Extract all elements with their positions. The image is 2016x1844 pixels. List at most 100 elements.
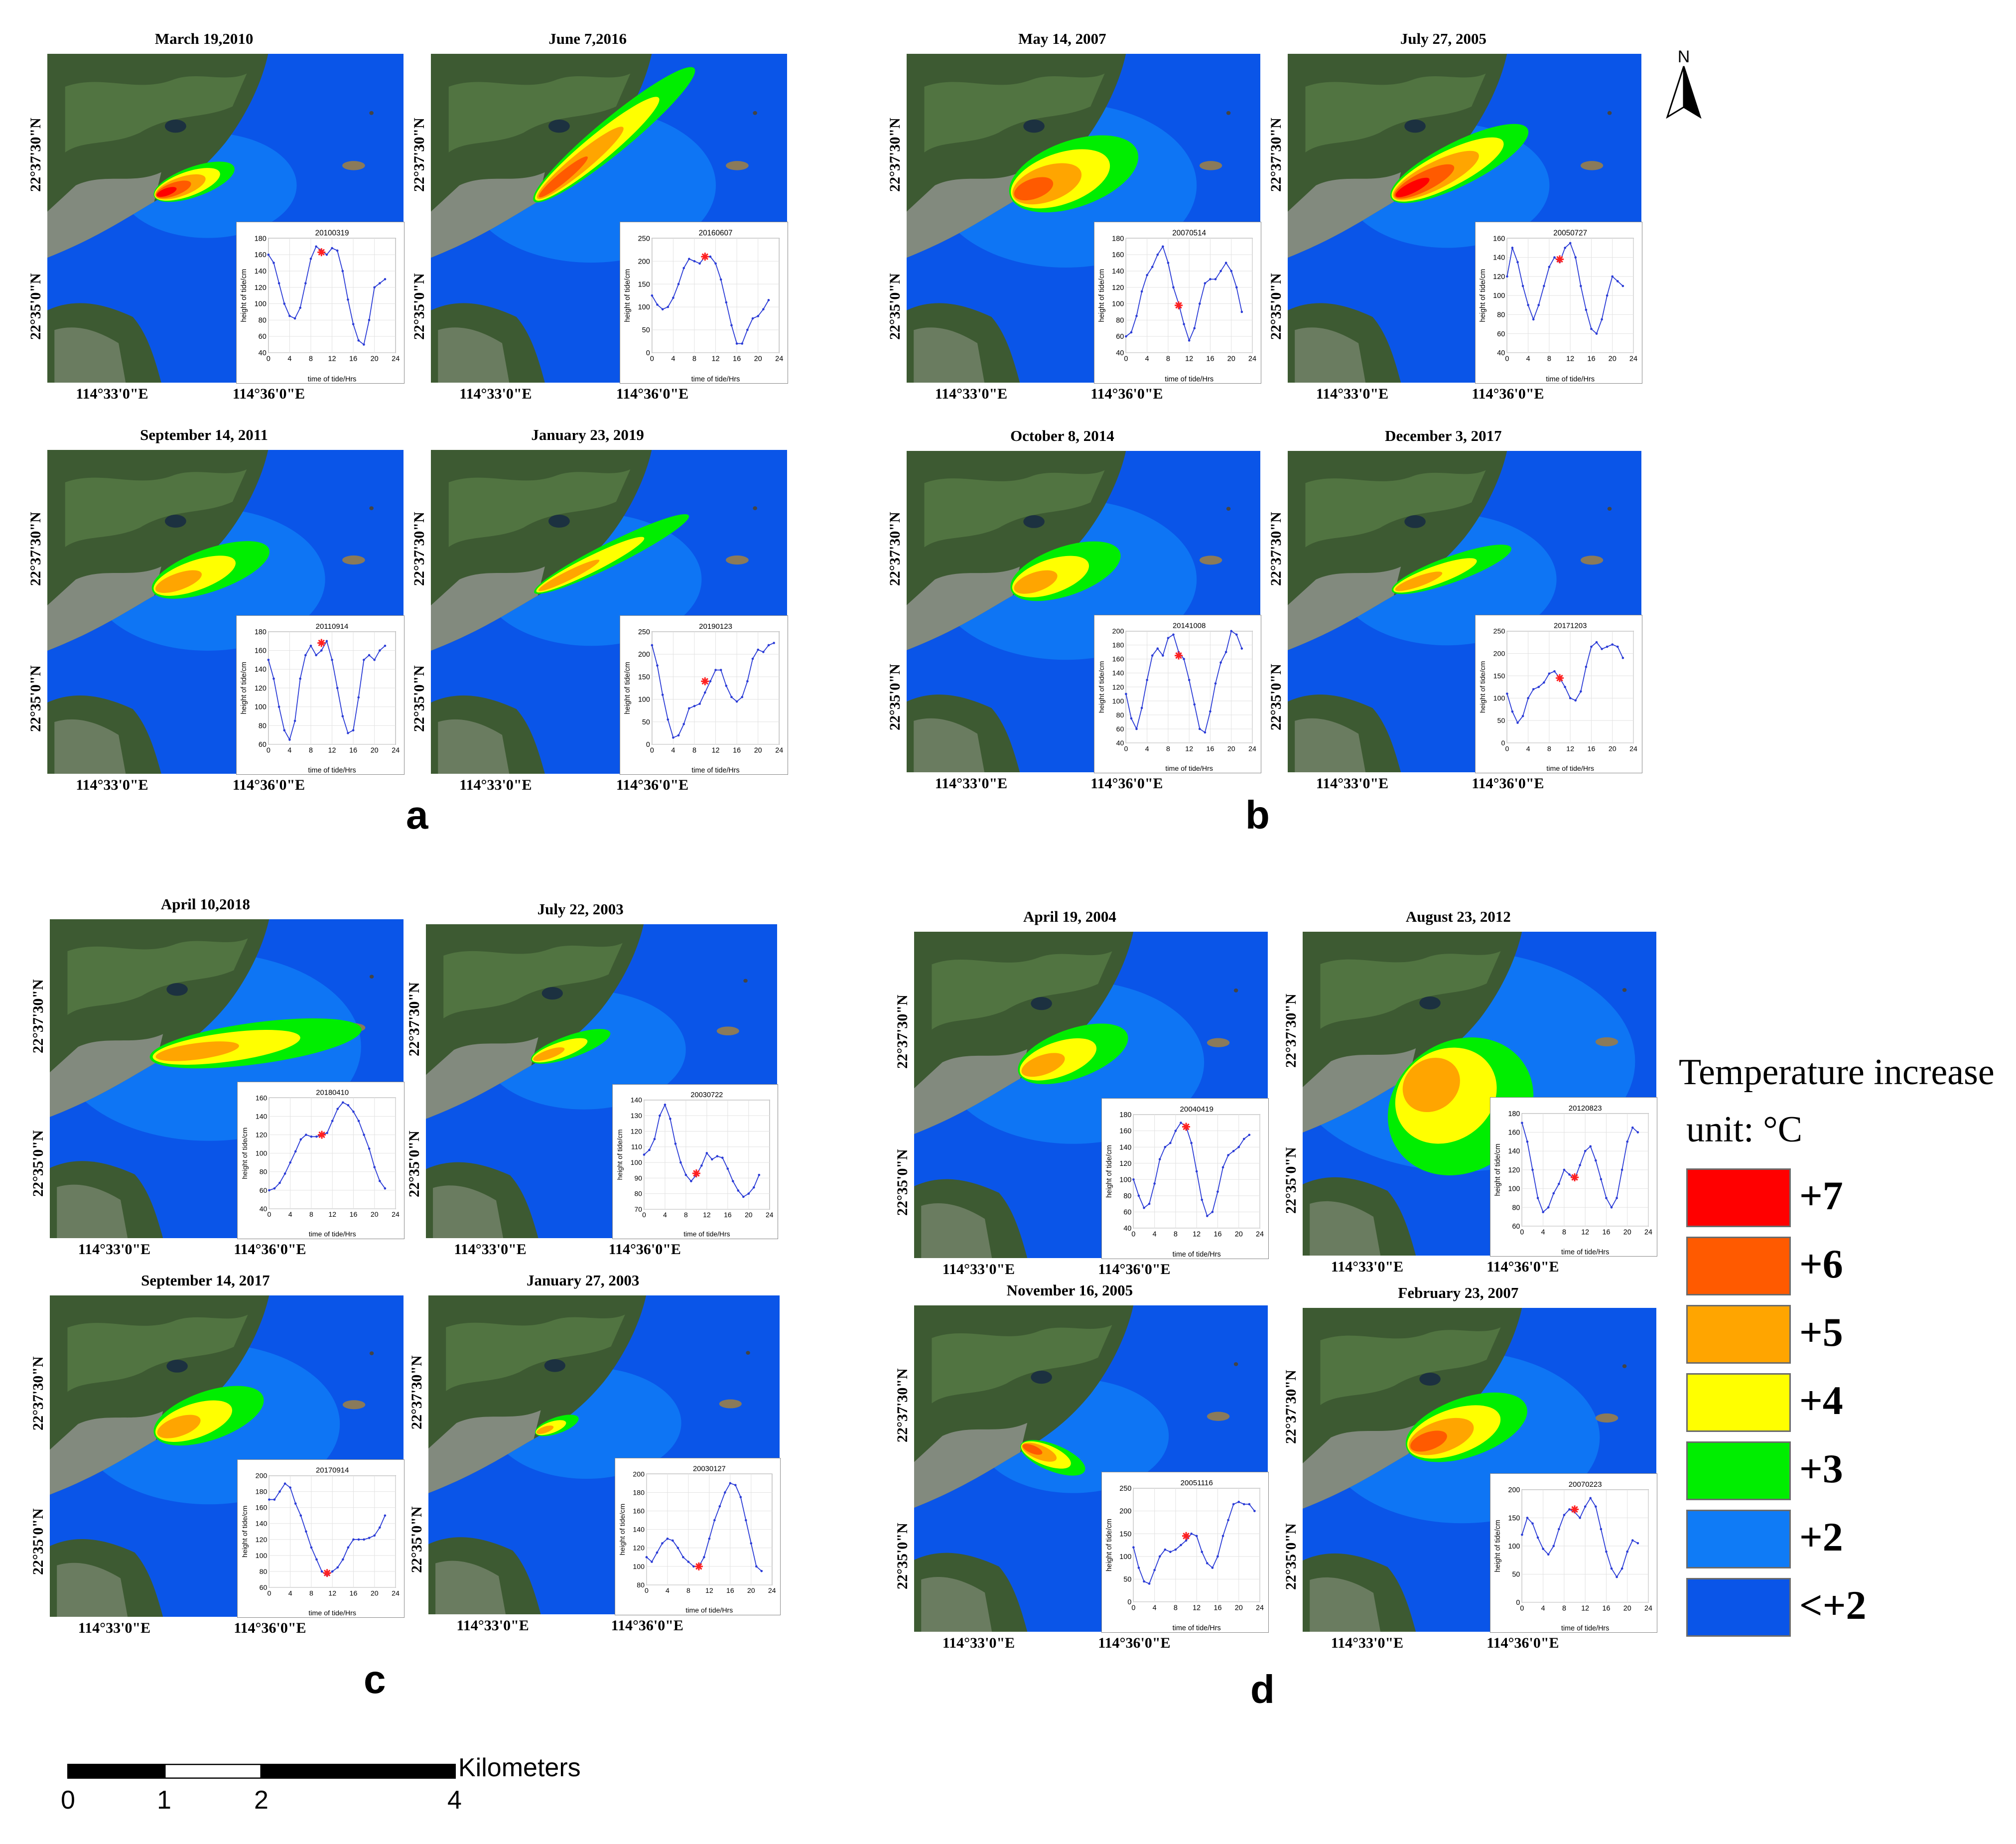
tide-point	[1141, 290, 1143, 292]
overpass-marker	[317, 248, 326, 256]
legend-swatch	[1686, 1305, 1791, 1364]
y-tick-label: 100	[256, 1149, 268, 1157]
x-tick-label: 24	[1248, 355, 1256, 363]
x-tick-label: 4	[1541, 1228, 1545, 1236]
y-tick-label: 50	[1512, 1570, 1520, 1578]
thermal-plume	[533, 67, 695, 203]
x-axis-label: time of tide/Hrs	[1173, 1251, 1221, 1259]
tide-series-line	[1133, 1122, 1250, 1217]
tide-point	[1552, 1545, 1555, 1547]
tide-point	[1547, 1206, 1550, 1209]
x-tick-label: 4	[287, 355, 291, 363]
tide-point	[378, 649, 381, 652]
y-axis-label: height of tide/cm	[240, 269, 248, 322]
y-tick-label: 140	[1508, 1147, 1520, 1155]
y-tick-label: 60	[1512, 1222, 1520, 1230]
tide-point	[368, 1537, 371, 1539]
tide-point	[299, 1138, 302, 1141]
y-tick-label: 180	[255, 235, 267, 243]
x-tick-label: 16	[733, 355, 741, 363]
lon-label: 114°33'0"E	[459, 386, 532, 402]
y-axis-label: height of tide/cm	[1494, 1520, 1502, 1572]
satellite-map	[428, 1295, 780, 1614]
tide-point	[1564, 246, 1567, 249]
tide-point	[1542, 1210, 1545, 1213]
tide-series-line	[269, 1483, 386, 1576]
y-axis-label: height of tide/cm	[241, 1506, 249, 1558]
x-tick-label: 20	[745, 1211, 753, 1219]
tide-chart: 20110914 0 4 8 12 16 20 24 60 80 100 120 140 160 180 ti…	[236, 615, 404, 775]
x-tick-label: 0	[642, 1211, 646, 1219]
tide-point	[1611, 275, 1614, 278]
x-tick-label: 20	[1623, 1228, 1631, 1236]
y-tick-label: 140	[1112, 670, 1124, 678]
tide-point	[719, 278, 722, 281]
legend-label: +2	[1799, 1514, 1843, 1560]
tide-point	[1600, 1177, 1603, 1180]
x-tick-label: 12	[1582, 1604, 1590, 1612]
tide-point	[677, 734, 680, 736]
y-tick-label: 140	[256, 1520, 268, 1528]
tide-point	[289, 1161, 292, 1164]
tide-point	[725, 684, 728, 687]
tide-point	[676, 1547, 679, 1550]
y-tick-label: 160	[1493, 235, 1505, 243]
tide-point	[1180, 1122, 1183, 1124]
tide-point	[671, 1540, 674, 1542]
tide-point	[643, 1153, 645, 1156]
y-tick-label: 80	[1124, 1192, 1132, 1200]
tide-point	[384, 1514, 387, 1517]
tide-point	[1516, 721, 1519, 724]
lat-label: 22°35'0"N	[30, 1130, 46, 1197]
y-tick-label: 180	[255, 628, 267, 636]
tide-point	[1199, 727, 1201, 730]
tide-point	[737, 1189, 739, 1192]
scale-tick-1: 1	[157, 1786, 171, 1815]
tide-point	[725, 301, 728, 303]
tide-point	[1153, 1568, 1156, 1571]
y-tick-label: 80	[1116, 711, 1124, 719]
y-tick-label: 160	[1120, 1128, 1132, 1135]
tide-point	[1521, 1533, 1523, 1536]
y-tick-label: 60	[1116, 725, 1124, 733]
satellite-map	[1288, 451, 1641, 772]
x-axis-label: time of tide/Hrs	[1561, 1624, 1609, 1632]
tide-point	[358, 1538, 360, 1541]
y-tick-label: 40	[259, 349, 267, 357]
lon-label: 114°33'0"E	[935, 386, 1008, 402]
lon-label: 114°36'0"E	[1486, 1635, 1559, 1651]
tide-point	[1237, 1145, 1240, 1148]
thermal-plume	[1020, 1440, 1085, 1476]
y-tick-label: 200	[638, 651, 650, 659]
y-tick-label: 160	[255, 647, 267, 655]
tide-point	[1605, 1196, 1608, 1199]
tide-point	[1156, 253, 1159, 256]
tide-point	[1527, 303, 1530, 306]
x-tick-label: 20	[1623, 1604, 1631, 1612]
tide-series-line	[652, 256, 769, 344]
tide-point	[310, 1546, 313, 1549]
panel-date: June 7,2016	[548, 30, 627, 47]
tide-point	[1199, 302, 1201, 305]
y-tick-label: 50	[642, 718, 650, 726]
tide-point	[336, 1108, 339, 1111]
tide-point	[1506, 275, 1508, 278]
y-tick-label: 130	[630, 1112, 642, 1120]
x-tick-label: 20	[371, 355, 379, 363]
lat-label: 22°37'30"N	[894, 1368, 911, 1443]
panel-date: March 19,2010	[154, 30, 254, 47]
tide-point	[363, 658, 365, 661]
lat-label: 22°35'0"N	[1283, 1523, 1299, 1590]
x-tick-label: 0	[267, 746, 270, 754]
lat-label: 22°35'0"N	[894, 1523, 911, 1589]
tide-point	[363, 1134, 366, 1136]
x-tick-label: 24	[775, 746, 783, 754]
tide-point	[1621, 1567, 1623, 1569]
y-axis-label: height of tide/cm	[1105, 1145, 1113, 1198]
tide-point	[679, 1161, 682, 1164]
lat-label: 22°35'0"N	[887, 273, 903, 340]
lon-label: 114°36'0"E	[1472, 775, 1544, 792]
tide-point	[1196, 1535, 1198, 1538]
tide-point	[648, 1149, 651, 1151]
tide-point	[1631, 1126, 1634, 1129]
